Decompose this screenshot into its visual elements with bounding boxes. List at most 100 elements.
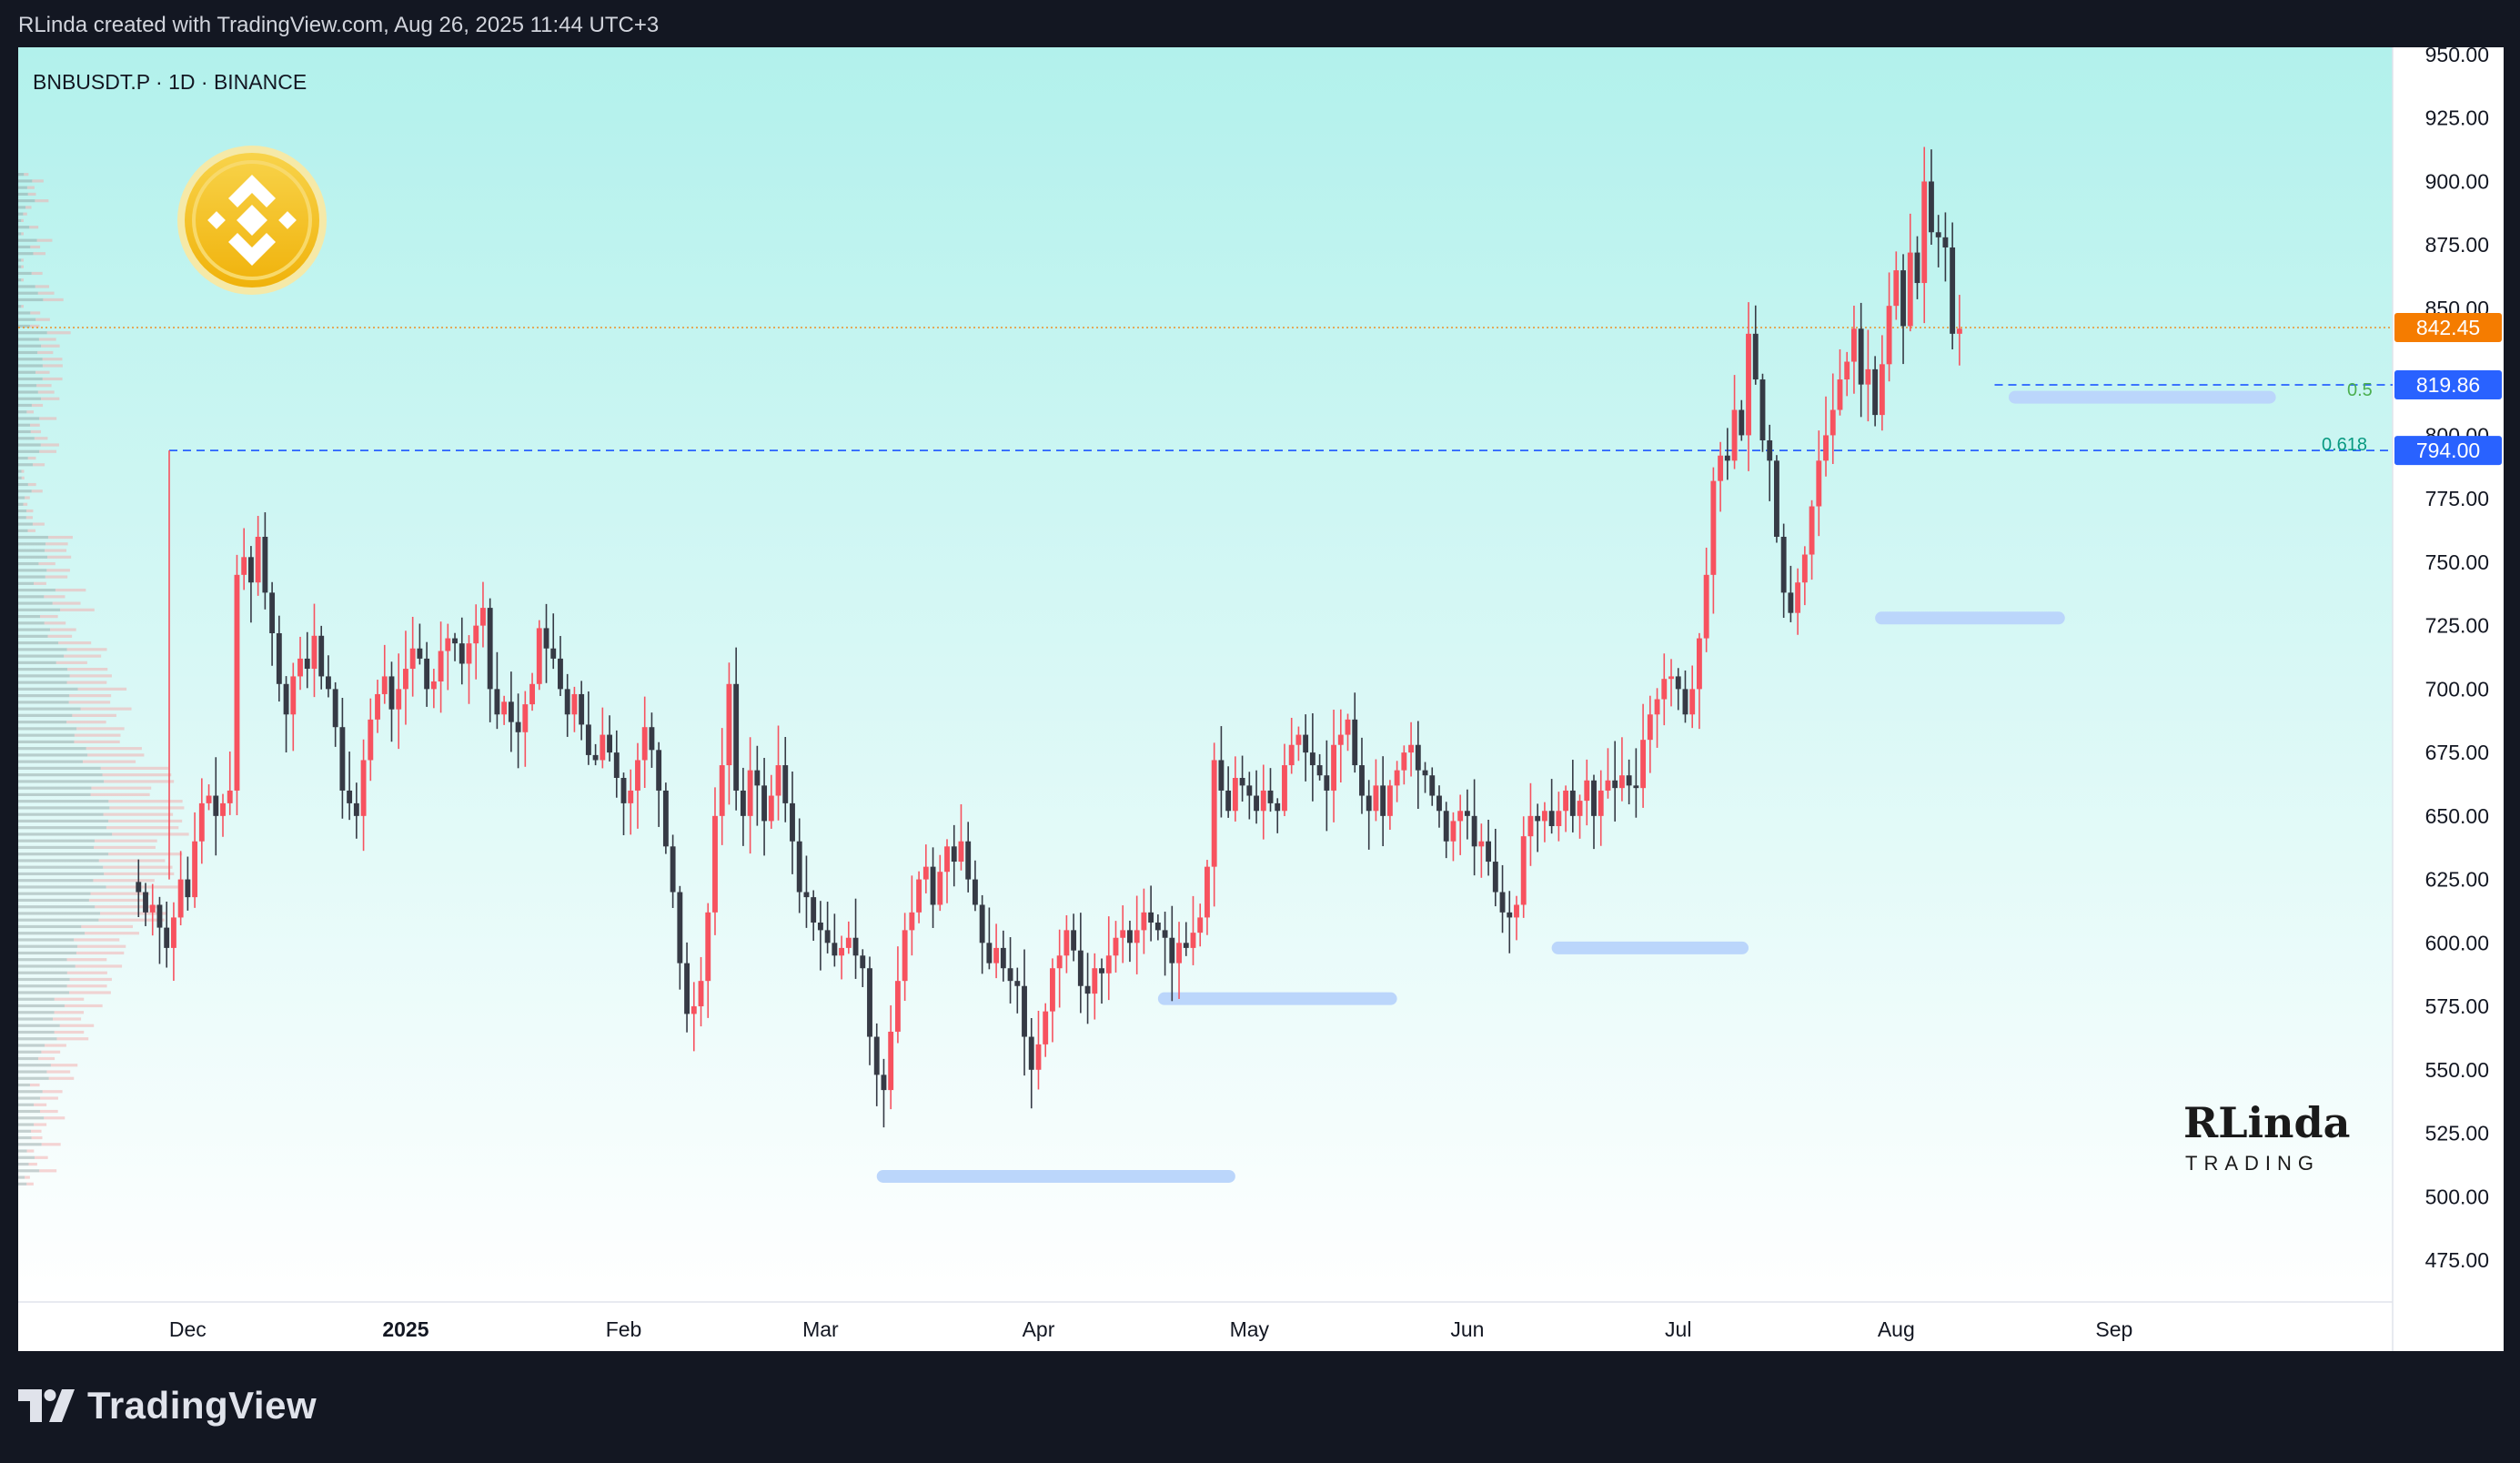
volume-bar — [46, 555, 72, 559]
candle-body — [1205, 866, 1210, 918]
volume-bar — [18, 265, 22, 268]
candle-body — [951, 846, 957, 863]
volume-bar — [18, 819, 109, 823]
volume-bar — [86, 747, 142, 751]
volume-bar — [47, 634, 73, 638]
candle-body — [852, 937, 859, 956]
volume-bar — [34, 1103, 47, 1106]
candle-body — [1661, 679, 1668, 700]
volume-bar — [18, 1004, 65, 1008]
candle-body — [311, 635, 318, 670]
volume-bar — [18, 443, 41, 447]
volume-bar — [18, 648, 67, 651]
volume-bar — [21, 218, 24, 223]
volume-bar — [18, 1135, 32, 1140]
volume-bar — [44, 595, 66, 599]
candle-body — [1120, 930, 1126, 938]
candle-body — [1956, 328, 1962, 334]
candle-body — [1514, 904, 1519, 918]
candle-body — [1035, 1044, 1042, 1070]
volume-bar — [18, 721, 67, 724]
volume-bar — [18, 773, 103, 777]
price-chart[interactable]: 0.50.618 950.00925.00900.00875.00850.008… — [18, 47, 2504, 1351]
price-tick-label: 575.00 — [2425, 994, 2489, 1018]
candle-body — [761, 785, 768, 822]
candle-body — [1795, 582, 1801, 613]
candle-body — [1724, 455, 1730, 461]
chart-frame[interactable]: 0.5 0.618 950.00 925.00 900.00 875.00 850.00 8… — [18, 47, 2504, 1351]
volume-bar — [18, 595, 45, 599]
volume-bar — [69, 991, 111, 994]
candle-body — [1303, 734, 1309, 753]
candle-body — [1148, 912, 1154, 923]
volume-bar — [39, 417, 57, 420]
candle-body — [965, 841, 972, 880]
volume-bar — [94, 845, 156, 850]
volume-bar — [48, 1076, 75, 1080]
volume-bar — [18, 173, 25, 177]
volume-bar — [18, 674, 70, 678]
volume-bar — [46, 331, 71, 335]
candle-body — [649, 727, 655, 751]
volume-bar — [29, 1083, 40, 1087]
candle-body — [1254, 795, 1259, 812]
price-tick-label: 775.00 — [2425, 487, 2489, 510]
volume-bar — [25, 516, 34, 520]
candle-body — [353, 802, 359, 816]
candle-body — [1773, 460, 1779, 537]
volume-bar — [18, 271, 32, 276]
volume-bar — [25, 206, 32, 209]
volume-bar — [24, 173, 29, 177]
volume-bar — [18, 1064, 51, 1067]
candle-body — [1788, 592, 1794, 613]
candle-body — [1633, 785, 1639, 789]
tradingview-logo[interactable]: TradingView — [18, 1378, 317, 1433]
volume-bar — [18, 1175, 25, 1179]
volume-bar — [27, 456, 36, 460]
candle-body — [149, 904, 156, 913]
candle-body — [1380, 785, 1386, 816]
fib-label: 0.618 — [2322, 435, 2367, 455]
candle-body — [1457, 811, 1464, 822]
plot-background — [18, 47, 2393, 1302]
volume-bar — [18, 238, 37, 242]
candle-body — [1837, 379, 1843, 410]
volume-bar — [34, 437, 48, 440]
volume-bar — [33, 463, 45, 467]
candle-body — [824, 930, 831, 943]
candle-body — [1007, 968, 1013, 982]
volume-bar — [26, 1182, 34, 1186]
candle-body — [1535, 815, 1541, 822]
candle-body — [585, 724, 591, 755]
volume-bar — [18, 529, 28, 532]
price-tick-label: 500.00 — [2425, 1185, 2489, 1208]
volume-bar — [26, 186, 35, 189]
volume-bar — [18, 285, 35, 288]
volume-bar — [18, 377, 43, 381]
candle-body — [1309, 752, 1315, 766]
volume-bar — [54, 1030, 85, 1034]
candle-body — [1682, 689, 1688, 715]
candle-body — [1921, 181, 1928, 284]
candle-body — [198, 802, 205, 842]
volume-bar — [18, 1103, 35, 1106]
volume-bar — [18, 932, 86, 935]
candle-body — [662, 790, 669, 847]
volume-bar — [45, 542, 68, 546]
volume-bar — [18, 1076, 49, 1080]
candle-body — [1731, 409, 1738, 461]
volume-bar — [106, 826, 179, 830]
candle-body — [839, 947, 845, 956]
volume-bar — [41, 344, 60, 348]
volume-bar — [26, 1149, 35, 1153]
candle-body — [375, 693, 380, 720]
price-tick-label: 625.00 — [2425, 868, 2489, 892]
volume-bar — [106, 885, 178, 889]
volume-bar — [80, 707, 132, 711]
candle-body — [620, 778, 627, 803]
candle-body — [902, 930, 908, 982]
candle-body — [508, 701, 514, 722]
candle-body — [641, 727, 648, 761]
candle-body — [1077, 950, 1084, 986]
candle-body — [1907, 252, 1913, 327]
